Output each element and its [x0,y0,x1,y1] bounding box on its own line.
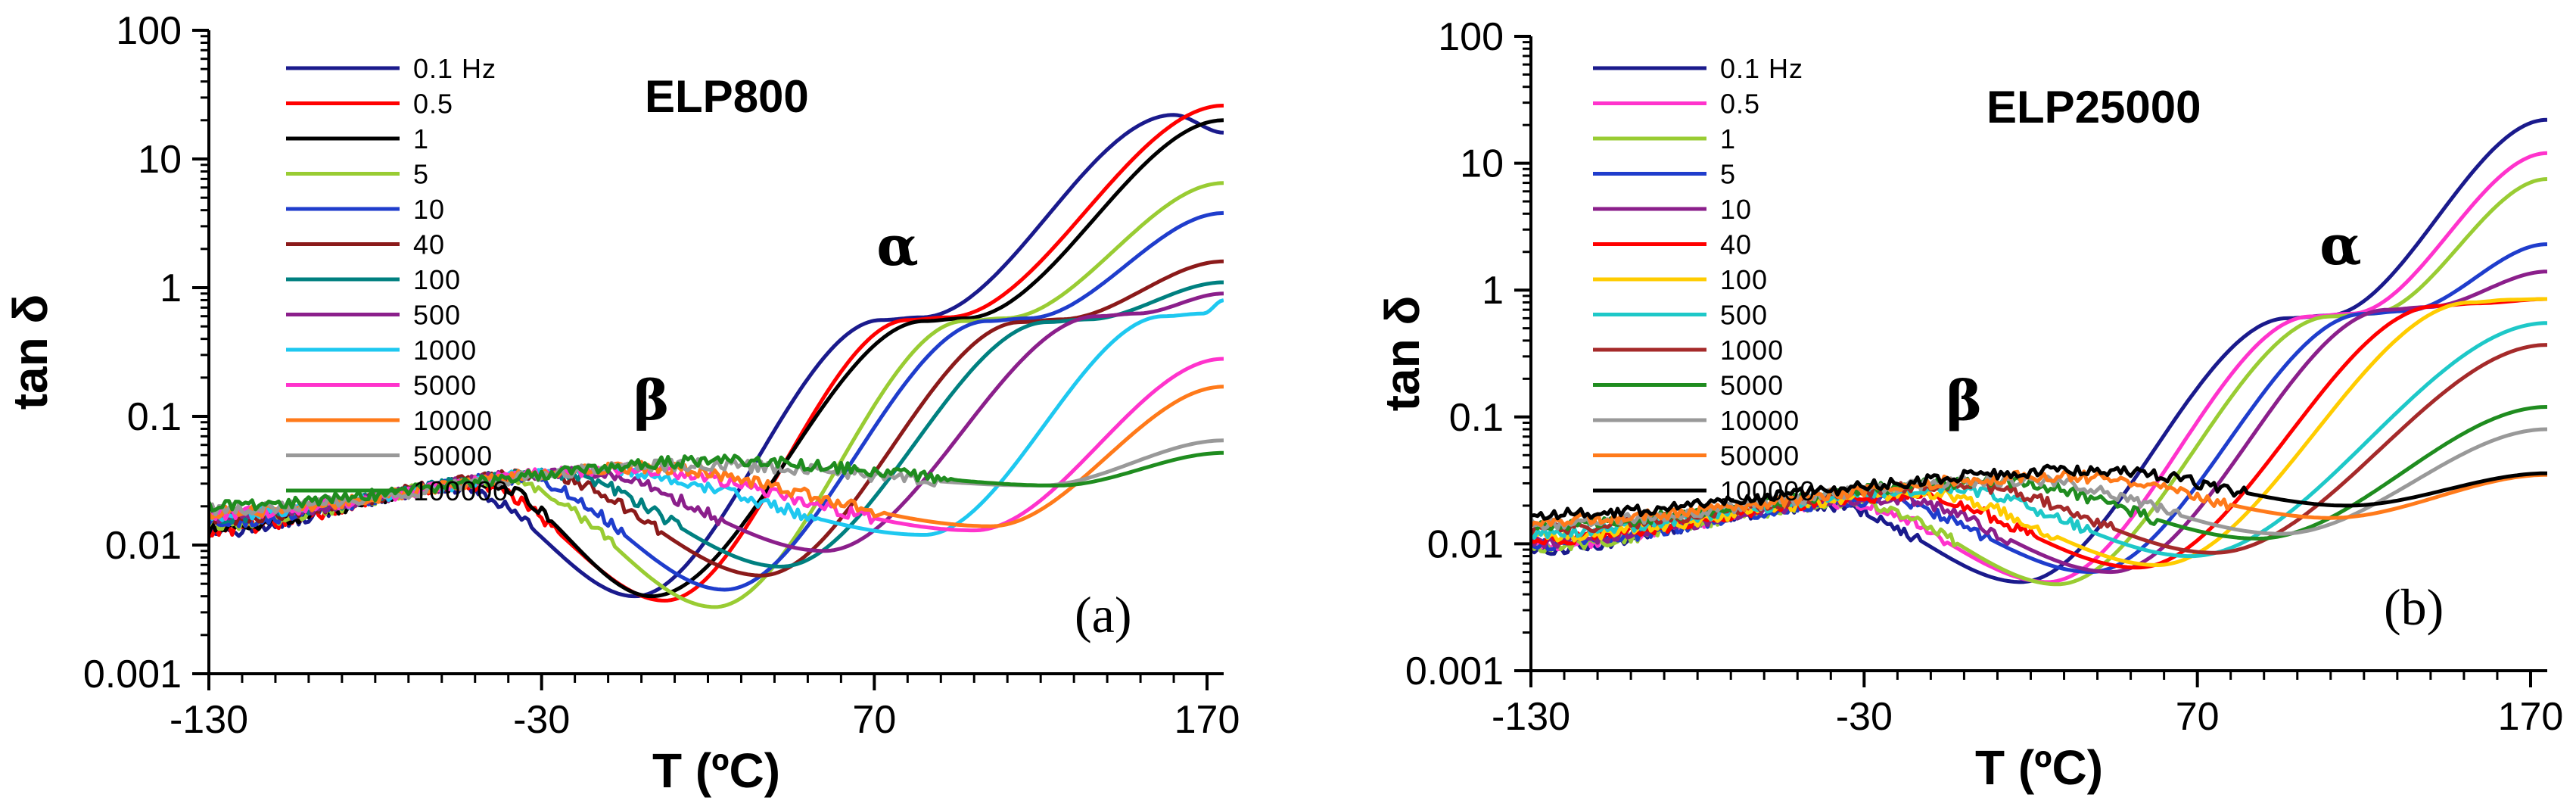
legend-label: 0.1 Hz [1720,53,1803,84]
legend-label: 5000 [413,370,477,401]
panel-label: (b) [2384,578,2444,636]
y-tick-label: 0.1 [1449,396,1504,440]
legend-label: 0.5 [1720,89,1760,120]
series-line [1531,463,2547,521]
legend-label: 50000 [413,441,493,472]
y-tick-label: 100 [1438,15,1504,59]
x-tick-label: -30 [1836,695,1893,739]
legend-label: 1 [1720,123,1736,154]
x-tick-label: 70 [852,698,896,742]
legend: 0.1 Hz 0.51 5 10 40 100 500 1000 5000 10000 500001… [1593,53,1815,506]
legend-label: 1000 [1720,335,1784,366]
series-line [209,291,1224,553]
legend-label: 500 [1720,300,1768,331]
legend-label: 5 [413,159,429,190]
chart-title: ELP800 [645,71,809,122]
y-tick-label: 0.1 [127,395,182,439]
y-tick-label: 0.001 [1405,650,1504,693]
legend-label: 5 [1720,159,1736,190]
legend-label: 5000 [1720,370,1784,401]
y-tick-label: 0.01 [105,524,182,568]
legend-label: 40 [1720,229,1752,260]
chart-title: ELP25000 [1986,82,2201,132]
alpha-annotation: α [876,213,918,278]
legend-label: 100 [1720,264,1768,295]
legend-label: 0.1 Hz [413,53,496,84]
y-tick-label: 100 [116,9,182,53]
beta-annotation: β [633,368,670,432]
series-line [209,210,1224,592]
alpha-annotation: α [2319,213,2361,277]
series-lines [209,104,1224,609]
x-axis-title: T (ºC) [1975,740,2103,795]
legend-label: 100 [413,264,461,295]
y-tick-label: 10 [1460,142,1504,186]
legend-label: 1000 [413,335,477,366]
x-tick-label: -30 [513,698,570,742]
legend-label: 40 [413,229,445,260]
panel-label: (a) [1075,586,1131,643]
legend-label: 10000 [413,405,493,436]
y-tick-label: 1 [160,266,182,310]
legend: 0.1 Hz 0.51 5 10 40 100 500 1000 5000 10000 500001… [286,53,509,506]
series-lines [1531,117,2547,587]
x-tick-label: -130 [170,698,248,742]
x-tick-label: 170 [2498,695,2564,739]
y-tick-label: 10 [138,138,182,182]
legend-label: 100000 [1720,475,1815,506]
legend-label: 0.5 [413,89,453,120]
chart-panel-a: 100 10 1 0.1 0.01 0.001-130 -30 70 170 T (ºC) tan … [3,9,1240,798]
legend-label: 1 [413,123,429,154]
chart-panel-b: 100 10 1 0.1 0.01 0.001-130 -30 70 170 T (ºC) tan … [1375,15,2563,795]
series-line [209,385,1224,528]
y-tick-label: 0.01 [1427,522,1504,566]
legend-label: 10 [413,194,445,225]
series-line [209,450,1224,512]
x-axis-title: T (ºC) [652,743,780,798]
x-tick-label: 70 [2176,695,2220,739]
legend-label: 500 [413,300,461,331]
y-tick-label: 0.001 [83,653,182,696]
x-tick-label: 170 [1174,698,1240,742]
y-axis-title: tan δ [3,294,58,410]
series-line [1531,343,2547,555]
y-axis-title: tan δ [1375,296,1430,412]
legend-label: 100000 [413,475,509,506]
legend-label: 10000 [1720,405,1800,436]
x-tick-label: -130 [1492,695,1570,739]
legend-label: 50000 [1720,441,1800,472]
y-tick-label: 1 [1482,269,1504,313]
legend-label: 10 [1720,194,1752,225]
beta-annotation: β [1946,369,1983,433]
series-line [1531,297,2547,567]
